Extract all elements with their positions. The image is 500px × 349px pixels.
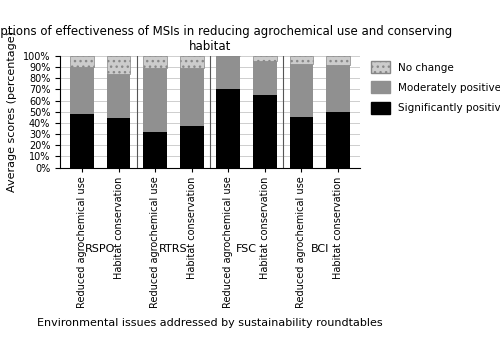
Bar (216, 56, 240, 89)
Bar (290, 56, 314, 64)
Bar (70, 56, 94, 67)
Y-axis label: Average scores (percentage): Average scores (percentage) (7, 31, 17, 192)
Bar (253, 56, 277, 61)
Bar (143, 132, 167, 168)
Bar (70, 67, 94, 114)
Bar (253, 61, 277, 95)
Text: BCI: BCI (310, 244, 329, 254)
Bar (70, 114, 94, 168)
Bar (106, 74, 130, 118)
Bar (253, 95, 277, 168)
Bar (216, 89, 240, 168)
Bar (143, 56, 167, 68)
Bar (180, 126, 204, 168)
Bar (180, 68, 204, 126)
Legend: No change, Moderately positive, Significantly positive: No change, Moderately positive, Signific… (371, 61, 500, 114)
Bar (326, 65, 350, 112)
Bar (290, 117, 314, 168)
X-axis label: Environmental issues addressed by sustainability roundtables: Environmental issues addressed by sustai… (37, 318, 383, 328)
Bar (106, 118, 130, 168)
Bar (326, 56, 350, 65)
Bar (143, 68, 167, 132)
Bar (326, 112, 350, 168)
Bar (180, 56, 204, 68)
Text: RTRS: RTRS (159, 244, 188, 254)
Bar (106, 56, 130, 74)
Text: FSC: FSC (236, 244, 257, 254)
Bar (290, 64, 314, 117)
Text: RSPO: RSPO (85, 244, 116, 254)
Title: Perceptions of effectiveness of MSIs in reducing agrochemical use and conserving: Perceptions of effectiveness of MSIs in … (0, 25, 452, 53)
